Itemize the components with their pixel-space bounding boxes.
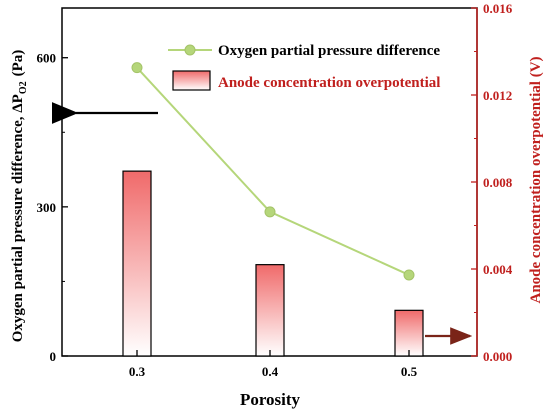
x-tick-label: 0.4	[262, 364, 279, 379]
x-tick-label: 0.5	[401, 364, 418, 379]
legend-line-label: Oxygen partial pressure difference	[218, 43, 440, 59]
line-series	[131, 62, 415, 281]
right-tick-label: 0.000	[483, 349, 512, 364]
bar-0.3	[122, 170, 152, 357]
legend-line-marker	[184, 44, 196, 56]
left-axis-title: Oxygen partial pressure difference, ΔPO2…	[10, 50, 29, 343]
left-axis-title-unit: (Pa)	[10, 50, 26, 77]
legend-bar-swatch	[172, 70, 211, 91]
right-tick-label: 0.016	[483, 1, 513, 16]
right-tick-label: 0.008	[483, 175, 513, 190]
x-axis-title: Porosity	[240, 390, 301, 409]
left-tick-label: 600	[37, 51, 57, 66]
legend-bar-label: Anode concentration overpotential	[218, 75, 440, 91]
pressure-line	[136, 66, 410, 276]
right-axis-ticks: 0.000 0.004 0.008 0.012 0.016	[471, 1, 513, 364]
left-axis-ticks: 0 300 600	[37, 51, 68, 364]
legend: Oxygen partial pressure difference Anode…	[168, 43, 440, 91]
bar-0.4	[255, 264, 285, 357]
bar-series	[122, 170, 424, 357]
right-axis-title: Anode concentration overpotential (V)	[528, 56, 544, 303]
x-tick-label: 0.3	[129, 364, 146, 379]
x-axis-ticks: 0.3 0.4 0.5	[129, 350, 418, 379]
left-tick-label: 0	[50, 349, 57, 364]
left-axis-title-sub: O2	[18, 81, 29, 94]
pressure-point-0.3	[131, 62, 143, 74]
right-tick-label: 0.004	[483, 262, 513, 277]
bar-0.5	[394, 309, 424, 357]
pressure-point-0.4	[264, 206, 276, 218]
pressure-point-0.5	[403, 269, 415, 281]
right-tick-label: 0.012	[483, 88, 512, 103]
left-tick-label: 300	[37, 200, 57, 215]
left-axis-title-main: Oxygen partial pressure difference, ΔP	[10, 94, 26, 342]
